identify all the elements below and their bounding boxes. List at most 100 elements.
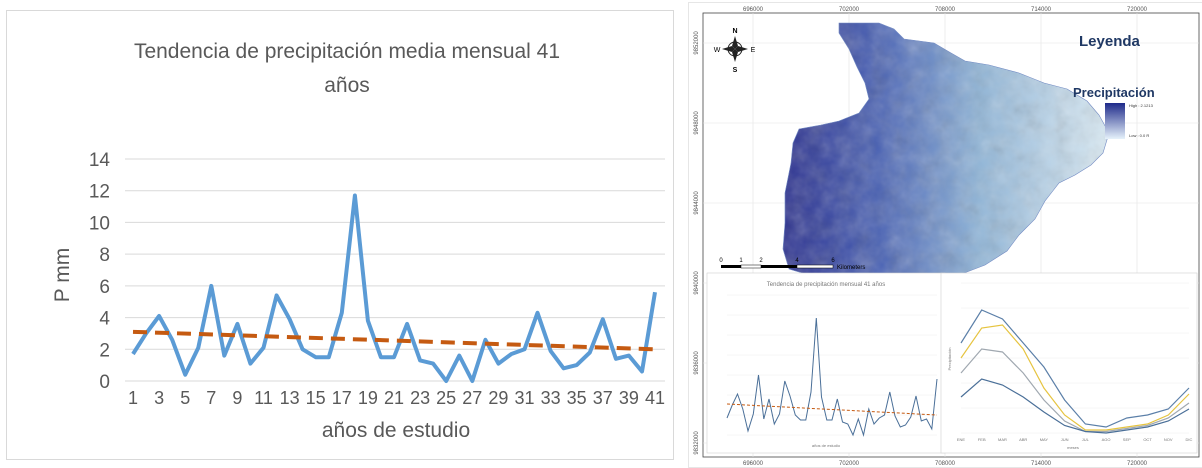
- x-tick-label: 23: [410, 388, 430, 408]
- series-layer: [131, 193, 657, 383]
- left-coordinate-labels: 9852000 9848000 9844000 9840000 9836000 98320…: [694, 31, 700, 455]
- inset2-curve: [960, 309, 1190, 428]
- inset2-month-label: JUL: [1082, 437, 1090, 442]
- precipitation-series-line: [131, 193, 657, 383]
- top-coord-label: 696000: [743, 7, 764, 13]
- y-tick-label: 2: [99, 340, 110, 361]
- inset2-curve: [960, 324, 1190, 431]
- x-tick-label: 9: [232, 388, 242, 408]
- y-tick-labels: 0 2 4 6 8 10 12 14: [89, 150, 111, 393]
- chart-title-line1: Tendencia de precipitación media mensual…: [133, 40, 561, 63]
- inset2-ylabel: Precipitación: [947, 348, 952, 371]
- x-tick-label: 5: [180, 388, 190, 408]
- x-tick-label: 15: [306, 388, 326, 408]
- x-tick-label: 11: [254, 388, 273, 408]
- y-tick-label: 0: [99, 372, 110, 393]
- inset2-month-label: JUN: [1061, 437, 1069, 442]
- top-coord-label: 702000: [839, 7, 860, 13]
- top-coord-label: 720000: [1127, 7, 1148, 13]
- east-label: E: [751, 47, 756, 54]
- left-coord-label: 9832000: [694, 431, 700, 455]
- gridlines: [125, 158, 665, 382]
- y-tick-label: 10: [89, 213, 110, 234]
- svg-text:1: 1: [739, 258, 743, 264]
- inset2-month-labels: ENE FEB MAR ABR MAY JUN JUL AGO SEP OCT NOV DIC: [957, 437, 1193, 442]
- left-coord-label: 9848000: [694, 111, 700, 135]
- x-tick-label: 13: [280, 388, 300, 408]
- inset2-month-label: NOV: [1164, 437, 1173, 442]
- trend-line: [132, 329, 656, 352]
- y-tick-label: 8: [99, 245, 110, 266]
- inset2-month-label: ABR: [1019, 437, 1027, 442]
- svg-text:4: 4: [795, 258, 799, 264]
- north-arrow-icon: N S E W: [714, 28, 756, 74]
- inset2-series: [960, 309, 1190, 434]
- x-tick-label: 35: [567, 388, 587, 408]
- map-legend: High : 2.1213 Low : 0.0 R: [1105, 103, 1154, 139]
- inset2-month-label: SEP: [1123, 437, 1131, 442]
- x-tick-label: 39: [619, 388, 639, 408]
- chart-title-line2: años: [324, 74, 370, 97]
- x-tick-label: 31: [514, 388, 534, 408]
- scale-unit-label: Kilometers: [837, 265, 865, 271]
- inset-trend-chart: Tendencia de precipitación mensual 41 añ…: [706, 272, 946, 454]
- x-tick-label: 7: [206, 388, 216, 408]
- inset2-month-label: ENE: [957, 437, 966, 442]
- inset1-trend-line: [726, 403, 938, 416]
- precipitation-trend-chart: Tendencia de precipitación media mensual…: [6, 10, 674, 460]
- x-tick-label: 41: [645, 388, 665, 408]
- inset-monthly-chart: ENE FEB MAR ABR MAY JUN JUL AGO SEP OCT NOV DIC mes…: [940, 272, 1198, 454]
- inset2-month-label: MAY: [1040, 437, 1049, 442]
- inset2-curve: [960, 378, 1190, 434]
- y-tick-label: 6: [99, 277, 110, 298]
- legend-high-label: High : 2.1213: [1129, 103, 1154, 108]
- inset1-xlabel: años de estudio: [812, 443, 841, 448]
- left-coord-label: 9836000: [694, 351, 700, 375]
- x-tick-label: 29: [488, 388, 508, 408]
- bottom-coord-label: 696000: [743, 461, 764, 467]
- inset2-month-label: AGO: [1102, 437, 1111, 442]
- top-coord-label: 714000: [1031, 7, 1052, 13]
- inset2-xlabel: meses: [1067, 445, 1079, 450]
- inset2-month-label: FEB: [978, 437, 986, 442]
- x-tick-label: 27: [462, 388, 482, 408]
- top-coord-label: 708000: [935, 7, 956, 13]
- inset2-curve: [960, 348, 1190, 433]
- x-tick-label: 25: [436, 388, 456, 408]
- x-tick-label: 19: [358, 388, 378, 408]
- inset2-month-label: MAR: [998, 437, 1007, 442]
- north-label: N: [732, 28, 737, 35]
- top-coordinate-labels: 696000 702000 708000 714000 720000: [743, 7, 1148, 13]
- bottom-coordinate-labels: 696000 702000 708000 714000 720000: [743, 461, 1148, 467]
- precipitation-map-figure: 696000 702000 708000 714000 720000 696000 702…: [688, 2, 1202, 468]
- svg-text:0: 0: [719, 258, 723, 264]
- left-coord-label: 9840000: [694, 271, 700, 295]
- x-tick-label: 1: [128, 388, 138, 408]
- y-tick-label: 4: [99, 309, 110, 330]
- inset2-month-label: DIC: [1186, 437, 1193, 442]
- x-tick-label: 37: [593, 388, 613, 408]
- x-axis-label: años de estudio: [322, 419, 470, 442]
- y-axis-label: P mm: [51, 248, 74, 302]
- x-tick-label: 33: [541, 388, 561, 408]
- left-coord-label: 9852000: [694, 31, 700, 55]
- legend-subtitle: Precipitación: [1073, 85, 1155, 100]
- map-canvas: 696000 702000 708000 714000 720000 696000 702…: [694, 7, 1200, 467]
- bottom-coord-label: 708000: [935, 461, 956, 467]
- bottom-coord-label: 714000: [1031, 461, 1052, 467]
- svg-text:6: 6: [831, 258, 835, 264]
- west-label: W: [714, 47, 721, 54]
- inset2-month-label: OCT: [1143, 437, 1152, 442]
- svg-text:2: 2: [759, 258, 763, 264]
- bottom-coord-label: 702000: [839, 461, 860, 467]
- legend-low-label: Low : 0.0 R: [1129, 133, 1149, 138]
- legend-title: Leyenda: [1079, 33, 1140, 50]
- left-coord-label: 9844000: [694, 191, 700, 215]
- x-tick-label: 21: [384, 388, 404, 408]
- x-tick-label: 17: [332, 388, 352, 408]
- x-tick-labels: 1 3 5 7 9 11 13 15 17 19 21 23 25 27 29 31 33 35 37 39 41: [128, 388, 665, 408]
- x-tick-label: 3: [154, 388, 164, 408]
- y-tick-label: 14: [89, 150, 111, 171]
- bottom-coord-label: 720000: [1127, 461, 1148, 467]
